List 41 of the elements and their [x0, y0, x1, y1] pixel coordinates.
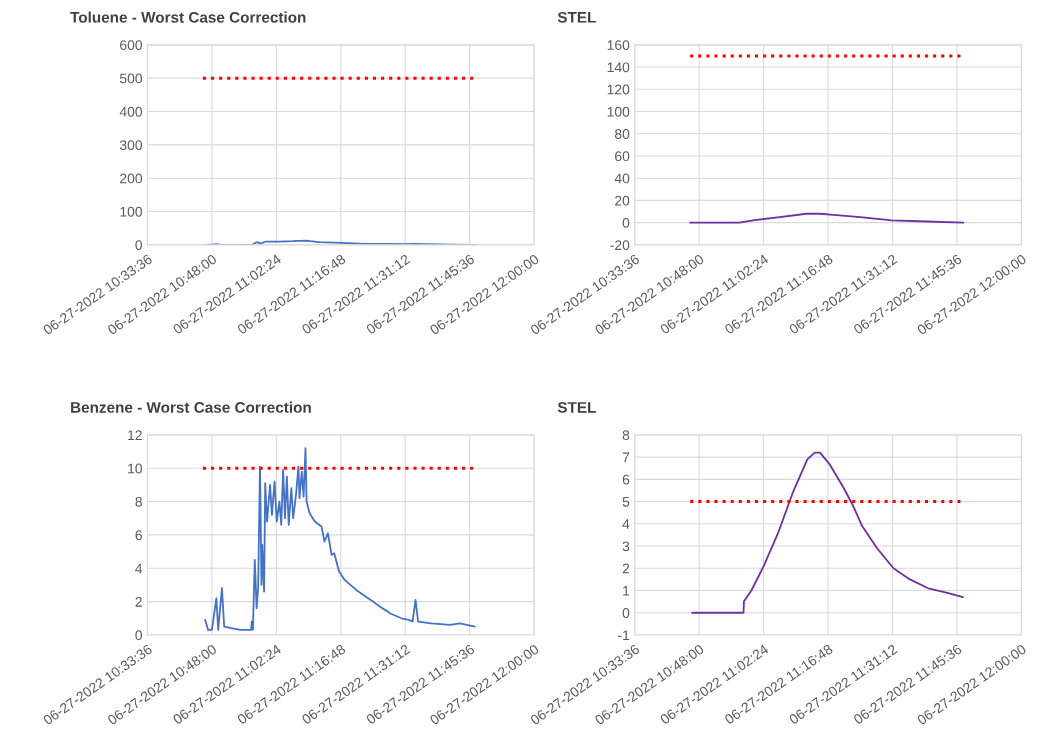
y-tick-label: 0 [135, 630, 143, 641]
line-series [204, 447, 476, 631]
y-tick-label: 8 [135, 496, 142, 507]
y-tick-label: 100 [120, 206, 143, 217]
y-tick-label: 0 [622, 217, 630, 228]
y-tick-label: 7 [622, 452, 630, 463]
y-tick-label: -1 [618, 630, 630, 640]
y-tick-label: -20 [610, 240, 630, 251]
y-tick-label: 4 [135, 563, 143, 574]
y-tick-label: 6 [135, 530, 142, 541]
y-tick-label: 8 [622, 430, 630, 441]
y-tick-label: 10 [128, 463, 143, 474]
y-tick-label: 160 [607, 40, 630, 50]
y-tick-label: 300 [119, 140, 143, 151]
y-tick-label: 80 [614, 129, 630, 139]
y-tick-label: 400 [119, 106, 143, 117]
y-tick-label: 0 [622, 608, 630, 618]
y-tick-label: 600 [120, 40, 143, 50]
line-series [691, 451, 964, 614]
y-tick-label: 6 [622, 474, 630, 485]
y-tick-label: 12 [128, 430, 142, 440]
y-tick-label: 140 [607, 62, 630, 73]
y-tick-label: 2 [622, 563, 630, 574]
chart-title: STEL [557, 11, 596, 23]
y-tick-label: 120 [607, 84, 630, 95]
y-tick-label: 0 [135, 240, 143, 251]
y-tick-label: 20 [615, 195, 630, 206]
y-tick-label: 200 [120, 173, 143, 184]
y-tick-label: 500 [119, 73, 143, 84]
y-tick-label: 5 [622, 497, 630, 507]
y-tick-label: 3 [622, 541, 630, 552]
y-tick-label: 40 [614, 173, 630, 184]
y-tick-label: 60 [615, 151, 630, 162]
line-series [689, 212, 965, 224]
y-tick-label: 1 [623, 585, 630, 596]
chart-title: Toluene - Worst Case Correction [70, 11, 306, 23]
chart-title: STEL [557, 402, 596, 413]
y-tick-label: 100 [607, 106, 630, 117]
chart-title: Benzene - Worst Case Correction [71, 401, 311, 413]
y-tick-label: 2 [135, 596, 142, 607]
y-tick-label: 4 [622, 519, 630, 529]
